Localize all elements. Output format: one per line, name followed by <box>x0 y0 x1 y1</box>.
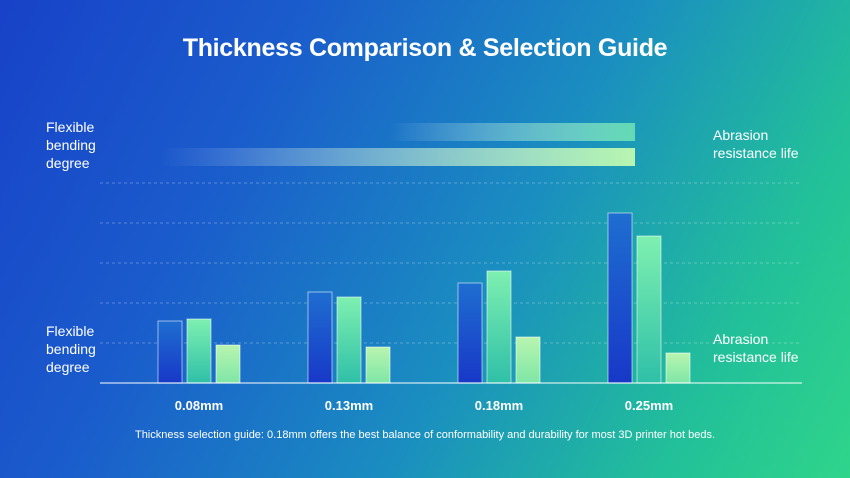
bar-0.13mm-series-3 <box>365 346 391 384</box>
bar-0.25mm-series-3 <box>665 352 691 384</box>
bar-0.18mm-series-1 <box>457 282 483 384</box>
bar-0.18mm-series-3 <box>515 336 541 384</box>
bottom-right-label: Abrasion resistance life <box>713 331 799 365</box>
comparison-strip-top <box>390 123 635 141</box>
bar-0.08mm-series-2 <box>186 318 212 384</box>
x-tick-label: 0.08mm <box>175 398 223 413</box>
bar-0.13mm-series-1 <box>307 291 333 384</box>
bar-0.25mm-series-2 <box>636 235 662 384</box>
top-right-label: Abrasion resistance life <box>713 127 799 161</box>
bar-0.13mm-series-2 <box>336 296 362 384</box>
top-left-label: Flexible bending degree <box>46 119 96 171</box>
x-tick-label: 0.25mm <box>625 398 673 413</box>
comparison-strip-bottom <box>160 148 635 166</box>
chart-title: Thickness Comparison & Selection Guide <box>182 34 668 62</box>
bar-0.08mm-series-1 <box>157 320 183 384</box>
chart-caption: Thickness selection guide: 0.18mm offers… <box>134 429 716 441</box>
x-tick-label: 0.18mm <box>475 398 523 413</box>
bar-0.18mm-series-2 <box>486 270 512 384</box>
x-tick-label: 0.13mm <box>325 398 373 413</box>
bar-0.08mm-series-3 <box>215 344 241 384</box>
bar-0.25mm-series-1 <box>607 212 633 384</box>
bottom-left-label: Flexible bending degree <box>46 323 96 375</box>
